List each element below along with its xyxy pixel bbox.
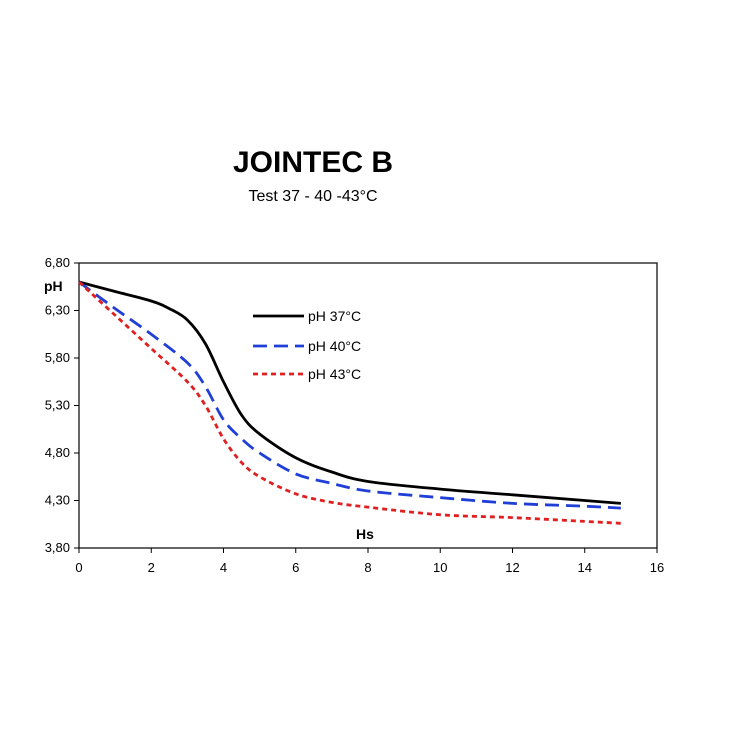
legend-label-3: pH 43°C bbox=[308, 366, 361, 382]
y-tick-label: 6,80 bbox=[45, 255, 70, 270]
legend: pH 37°C pH 40°C pH 43°C bbox=[253, 308, 361, 382]
x-tick-label: 14 bbox=[578, 560, 592, 575]
x-tick-label: 2 bbox=[148, 560, 155, 575]
x-tick-label: 4 bbox=[220, 560, 227, 575]
chart-title: JOINTEC B bbox=[233, 146, 393, 179]
x-tick-label: 0 bbox=[75, 560, 82, 575]
series-line-2 bbox=[78, 280, 621, 510]
series-line-1 bbox=[78, 280, 621, 505]
y-axis-label: pH bbox=[44, 278, 63, 294]
x-axis: 0 2 4 6 8 10 12 14 16 bbox=[75, 548, 664, 575]
x-tick-label: 12 bbox=[505, 560, 519, 575]
series-line-3 bbox=[78, 280, 621, 525]
y-axis: 3,80 4,30 4,80 5,30 5,80 6,30 6,80 bbox=[45, 255, 79, 555]
x-tick-label: 6 bbox=[292, 560, 299, 575]
x-tick-label: 8 bbox=[364, 560, 371, 575]
x-axis-label: Hs bbox=[356, 526, 374, 542]
legend-label-1: pH 37°C bbox=[308, 308, 361, 324]
x-tick-label: 10 bbox=[433, 560, 447, 575]
x-tick-label: 16 bbox=[650, 560, 664, 575]
y-tick-label: 6,30 bbox=[45, 303, 70, 318]
series-group bbox=[78, 280, 621, 525]
chart-subtitle: Test 37 - 40 -43°C bbox=[248, 188, 377, 205]
y-tick-label: 3,80 bbox=[45, 540, 70, 555]
legend-label-2: pH 40°C bbox=[308, 338, 361, 354]
y-tick-label: 5,30 bbox=[45, 398, 70, 413]
y-tick-label: 4,30 bbox=[45, 493, 70, 508]
y-tick-label: 4,80 bbox=[45, 445, 70, 460]
y-tick-label: 5,80 bbox=[45, 350, 70, 365]
